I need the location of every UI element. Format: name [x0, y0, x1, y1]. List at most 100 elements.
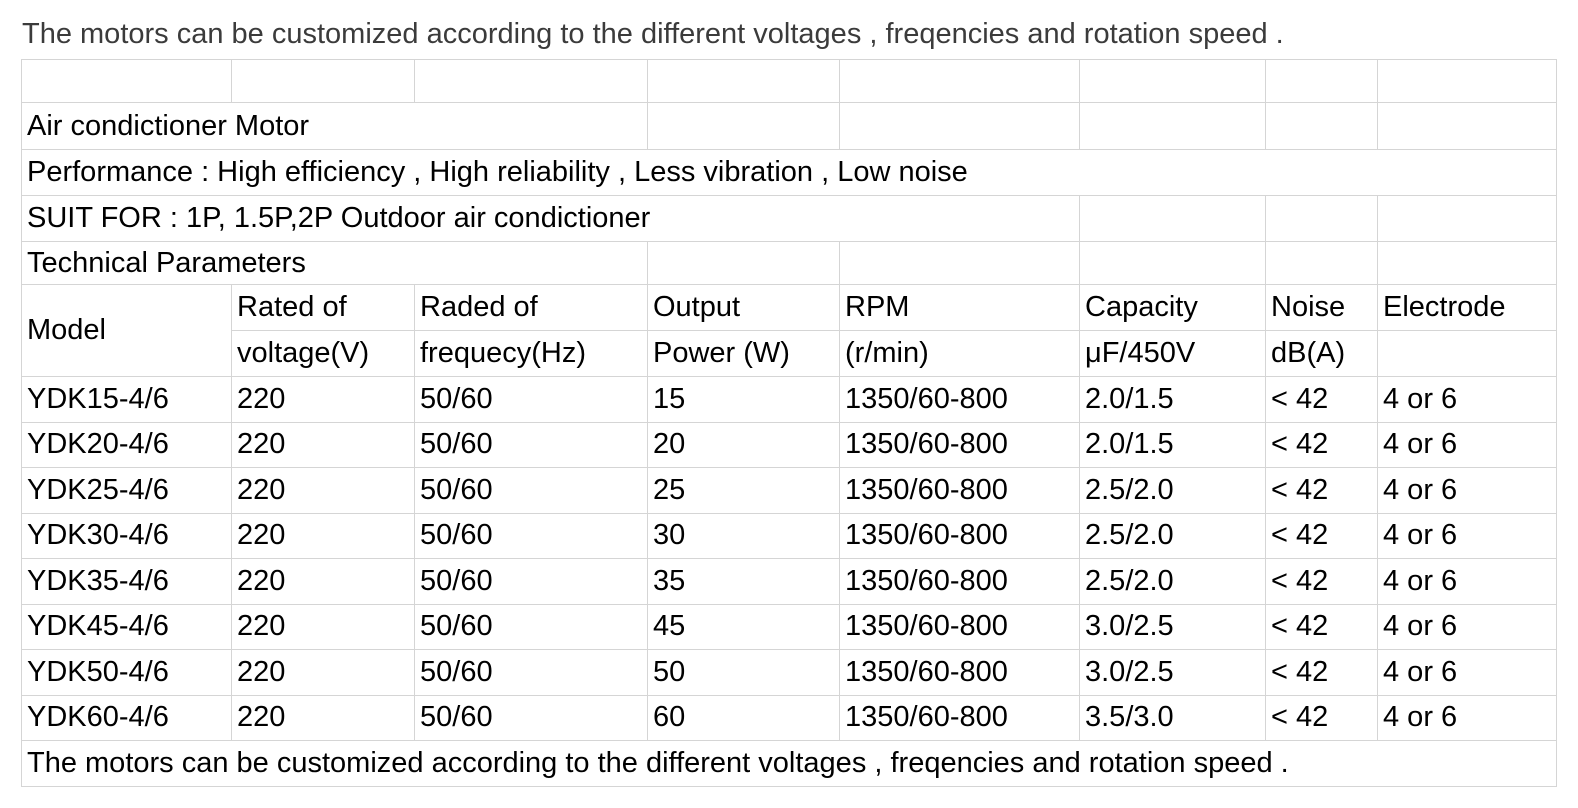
- cell-frequency: 50/60: [414, 421, 648, 468]
- table-row: YDK35-4/6 220 50/60 35 1350/60-800 2.5/2…: [21, 558, 1557, 605]
- cell-voltage: 220: [231, 558, 415, 605]
- empty-cell: [1265, 102, 1378, 150]
- empty-cell: [1377, 241, 1557, 285]
- cell-capacity: 2.0/1.5: [1079, 376, 1266, 423]
- table-row: YDK25-4/6 220 50/60 25 1350/60-800 2.5/2…: [21, 467, 1557, 514]
- cell-power: 35: [647, 558, 840, 605]
- cell-rpm: 1350/60-800: [839, 649, 1080, 696]
- table-row: YDK50-4/6 220 50/60 50 1350/60-800 3.0/2…: [21, 649, 1557, 696]
- cell-noise: < 42: [1265, 421, 1378, 468]
- cell-model: YDK30-4/6: [21, 512, 232, 559]
- cell-noise: < 42: [1265, 376, 1378, 423]
- header-frequency-line1: Raded of: [414, 284, 648, 331]
- header-frequency-line2: frequecy(Hz): [414, 330, 648, 377]
- table-row: YDK30-4/6 220 50/60 30 1350/60-800 2.5/2…: [21, 512, 1557, 559]
- cell-noise: < 42: [1265, 512, 1378, 559]
- suit-for-row: SUIT FOR : 1P, 1.5P,2P Outdoor air condi…: [21, 195, 1557, 242]
- header-power-line2: Power (W): [647, 330, 840, 377]
- cell-rpm: 1350/60-800: [839, 512, 1080, 559]
- empty-cell: [647, 59, 840, 103]
- performance-row: Performance : High efficiency , High rel…: [21, 149, 1557, 196]
- performance-cell: Performance : High efficiency , High rel…: [21, 149, 1557, 196]
- empty-cell: [1377, 59, 1557, 103]
- table-row: YDK20-4/6 220 50/60 20 1350/60-800 2.0/1…: [21, 421, 1557, 468]
- cell-electrode: 4 or 6: [1377, 649, 1557, 696]
- cell-frequency: 50/60: [414, 376, 648, 423]
- cell-frequency: 50/60: [414, 603, 648, 650]
- cell-frequency: 50/60: [414, 558, 648, 605]
- cell-frequency: 50/60: [414, 649, 648, 696]
- cell-noise: < 42: [1265, 603, 1378, 650]
- blank-row: [21, 59, 1557, 103]
- product-title-cell: Air condictioner Motor: [21, 102, 648, 150]
- cell-power: 50: [647, 649, 840, 696]
- cell-electrode: 4 or 6: [1377, 512, 1557, 559]
- empty-cell: [839, 102, 1080, 150]
- table-row: YDK60-4/6 220 50/60 60 1350/60-800 3.5/3…: [21, 694, 1557, 741]
- header-noise-line1: Noise: [1265, 284, 1378, 331]
- header-noise-line2: dB(A): [1265, 330, 1378, 377]
- cell-electrode: 4 or 6: [1377, 603, 1557, 650]
- cell-rpm: 1350/60-800: [839, 376, 1080, 423]
- empty-cell: [1377, 102, 1557, 150]
- cell-noise: < 42: [1265, 694, 1378, 741]
- header-row-line1: Model Rated of Raded of Output RPM Capac…: [21, 284, 1557, 377]
- cell-voltage: 220: [231, 694, 415, 741]
- cell-power: 45: [647, 603, 840, 650]
- cell-capacity: 3.5/3.0: [1079, 694, 1266, 741]
- empty-cell: [1265, 195, 1378, 242]
- technical-parameters-cell: Technical Parameters: [21, 241, 648, 285]
- cell-rpm: 1350/60-800: [839, 467, 1080, 514]
- cell-voltage: 220: [231, 603, 415, 650]
- cell-voltage: 220: [231, 376, 415, 423]
- page: The motors can be customized according t…: [21, 18, 1557, 787]
- empty-cell: [1079, 195, 1266, 242]
- empty-cell: [1079, 59, 1266, 103]
- empty-cell: [839, 59, 1080, 103]
- cell-power: 60: [647, 694, 840, 741]
- cell-capacity: 2.5/2.0: [1079, 512, 1266, 559]
- cell-noise: < 42: [1265, 649, 1378, 696]
- cell-voltage: 220: [231, 421, 415, 468]
- cell-capacity: 2.5/2.0: [1079, 558, 1266, 605]
- cell-frequency: 50/60: [414, 512, 648, 559]
- cell-frequency: 50/60: [414, 467, 648, 514]
- cell-capacity: 3.0/2.5: [1079, 603, 1266, 650]
- header-power-line1: Output: [647, 284, 840, 331]
- header-model: Model: [21, 284, 232, 377]
- empty-cell: [839, 241, 1080, 285]
- header-voltage-line2: voltage(V): [231, 330, 415, 377]
- cell-model: YDK50-4/6: [21, 649, 232, 696]
- cell-voltage: 220: [231, 649, 415, 696]
- cell-capacity: 3.0/2.5: [1079, 649, 1266, 696]
- cell-model: YDK25-4/6: [21, 467, 232, 514]
- cell-noise: < 42: [1265, 558, 1378, 605]
- empty-cell: [647, 102, 840, 150]
- cell-model: YDK20-4/6: [21, 421, 232, 468]
- cell-power: 15: [647, 376, 840, 423]
- header-electrode-line1: Electrode: [1377, 284, 1557, 331]
- suit-for-cell: SUIT FOR : 1P, 1.5P,2P Outdoor air condi…: [21, 195, 1080, 242]
- intro-text: The motors can be customized according t…: [22, 18, 1284, 50]
- cell-electrode: 4 or 6: [1377, 467, 1557, 514]
- empty-cell: [1265, 59, 1378, 103]
- header-rpm-line2: (r/min): [839, 330, 1080, 377]
- empty-cell: [1377, 195, 1557, 242]
- cell-noise: < 42: [1265, 467, 1378, 514]
- cell-voltage: 220: [231, 512, 415, 559]
- cell-electrode: 4 or 6: [1377, 694, 1557, 741]
- cell-voltage: 220: [231, 467, 415, 514]
- header-rpm-line1: RPM: [839, 284, 1080, 331]
- footer-text-cell: The motors can be customized according t…: [21, 740, 1557, 787]
- header-voltage-line1: Rated of: [231, 284, 415, 331]
- cell-capacity: 2.5/2.0: [1079, 467, 1266, 514]
- empty-cell: [647, 241, 840, 285]
- cell-model: YDK60-4/6: [21, 694, 232, 741]
- cell-frequency: 50/60: [414, 694, 648, 741]
- cell-electrode: 4 or 6: [1377, 558, 1557, 605]
- motor-spec-table: Air condictioner Motor Performance : Hig…: [21, 59, 1557, 787]
- header-electrode-line2: [1377, 330, 1557, 377]
- cell-rpm: 1350/60-800: [839, 421, 1080, 468]
- cell-model: YDK15-4/6: [21, 376, 232, 423]
- cell-power: 20: [647, 421, 840, 468]
